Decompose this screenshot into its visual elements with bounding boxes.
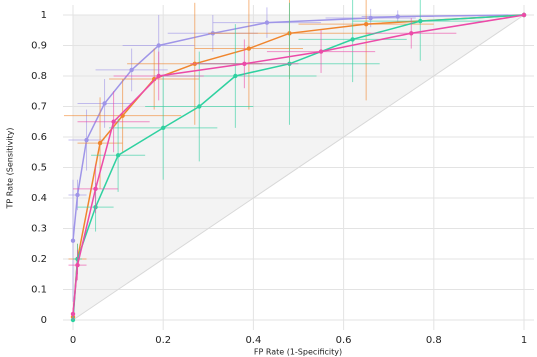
x-tick-label: 0.2 xyxy=(155,335,171,346)
point xyxy=(363,21,369,27)
x-tick-label: 0.4 xyxy=(245,335,261,346)
y-tick-label: 0.6 xyxy=(31,132,47,143)
point xyxy=(84,137,89,143)
x-axis-label: FP Rate (1-Specificity) xyxy=(254,348,342,357)
y-tick-label: 0.9 xyxy=(31,41,47,52)
x-tick-label: 0.8 xyxy=(426,335,442,346)
point xyxy=(264,20,270,25)
point xyxy=(111,119,116,124)
y-tick-label: 0.7 xyxy=(31,102,47,113)
point xyxy=(70,238,76,243)
point xyxy=(70,311,76,317)
point xyxy=(97,140,103,146)
y-axis-label: TP Rate (Sensitivity) xyxy=(6,127,15,209)
point xyxy=(242,61,247,66)
point xyxy=(368,15,373,21)
point xyxy=(409,31,414,36)
roc-line xyxy=(72,14,525,318)
series xyxy=(68,7,527,302)
y-tick-label: 0.4 xyxy=(31,193,47,204)
y-tick-label: 1 xyxy=(41,10,47,21)
point xyxy=(75,192,80,198)
y-tick-label: 0.8 xyxy=(31,71,47,82)
point xyxy=(246,46,252,51)
point xyxy=(93,186,98,192)
x-tick-label: 1 xyxy=(521,335,527,346)
point xyxy=(75,262,80,268)
y-tick-label: 0 xyxy=(41,315,47,326)
point xyxy=(418,18,423,24)
point xyxy=(129,67,134,73)
x-tick-label: 0.6 xyxy=(336,335,352,346)
point xyxy=(161,125,166,131)
y-tick-label: 0.5 xyxy=(31,163,47,174)
chance-line xyxy=(72,14,525,321)
series xyxy=(68,12,527,320)
point xyxy=(115,153,121,158)
y-tick-label: 0.1 xyxy=(31,285,47,296)
y-tick-label: 0.2 xyxy=(31,254,47,265)
point xyxy=(233,73,238,79)
point xyxy=(350,37,355,42)
point xyxy=(395,14,400,19)
point xyxy=(318,49,324,54)
point xyxy=(197,104,202,109)
point xyxy=(156,73,161,79)
point xyxy=(521,12,527,18)
point xyxy=(102,101,107,106)
x-tick-label: 0 xyxy=(70,335,76,346)
y-tick-label: 0.3 xyxy=(31,224,47,235)
point xyxy=(156,43,161,48)
